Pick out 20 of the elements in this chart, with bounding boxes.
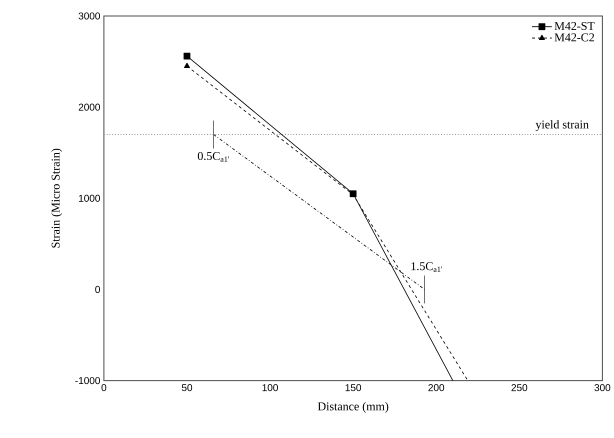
y-tick-label: 1000 xyxy=(79,194,100,202)
x-tick-label: 300 xyxy=(594,384,610,392)
y-tick-label: 3000 xyxy=(78,12,100,20)
x-tick-label: 250 xyxy=(512,384,528,392)
x-tick-label: 0 xyxy=(102,384,106,392)
y-tick-label: 0 xyxy=(95,286,100,294)
x-tick-label: 100 xyxy=(262,384,278,392)
x-tick-label: 50 xyxy=(182,384,192,392)
y-axis-title: Strain (Micro Strain) xyxy=(51,148,62,248)
annotation: 0.5C$_{a1'}$ xyxy=(198,152,229,162)
legend-label: M42-C2 xyxy=(554,34,594,42)
x-axis-title: Distance (mm) xyxy=(318,402,388,414)
ref-line-label: yield strain xyxy=(536,120,589,132)
legend-label: M42-ST xyxy=(554,22,595,30)
y-tick-label: 2000 xyxy=(78,104,100,111)
x-tick-label: 150 xyxy=(346,384,362,392)
x-tick-label: 200 xyxy=(428,384,444,392)
annotation: 1.5C$_{a1'}$ xyxy=(411,262,442,272)
point xyxy=(184,52,190,60)
y-tick-label: -1000 xyxy=(75,377,100,384)
